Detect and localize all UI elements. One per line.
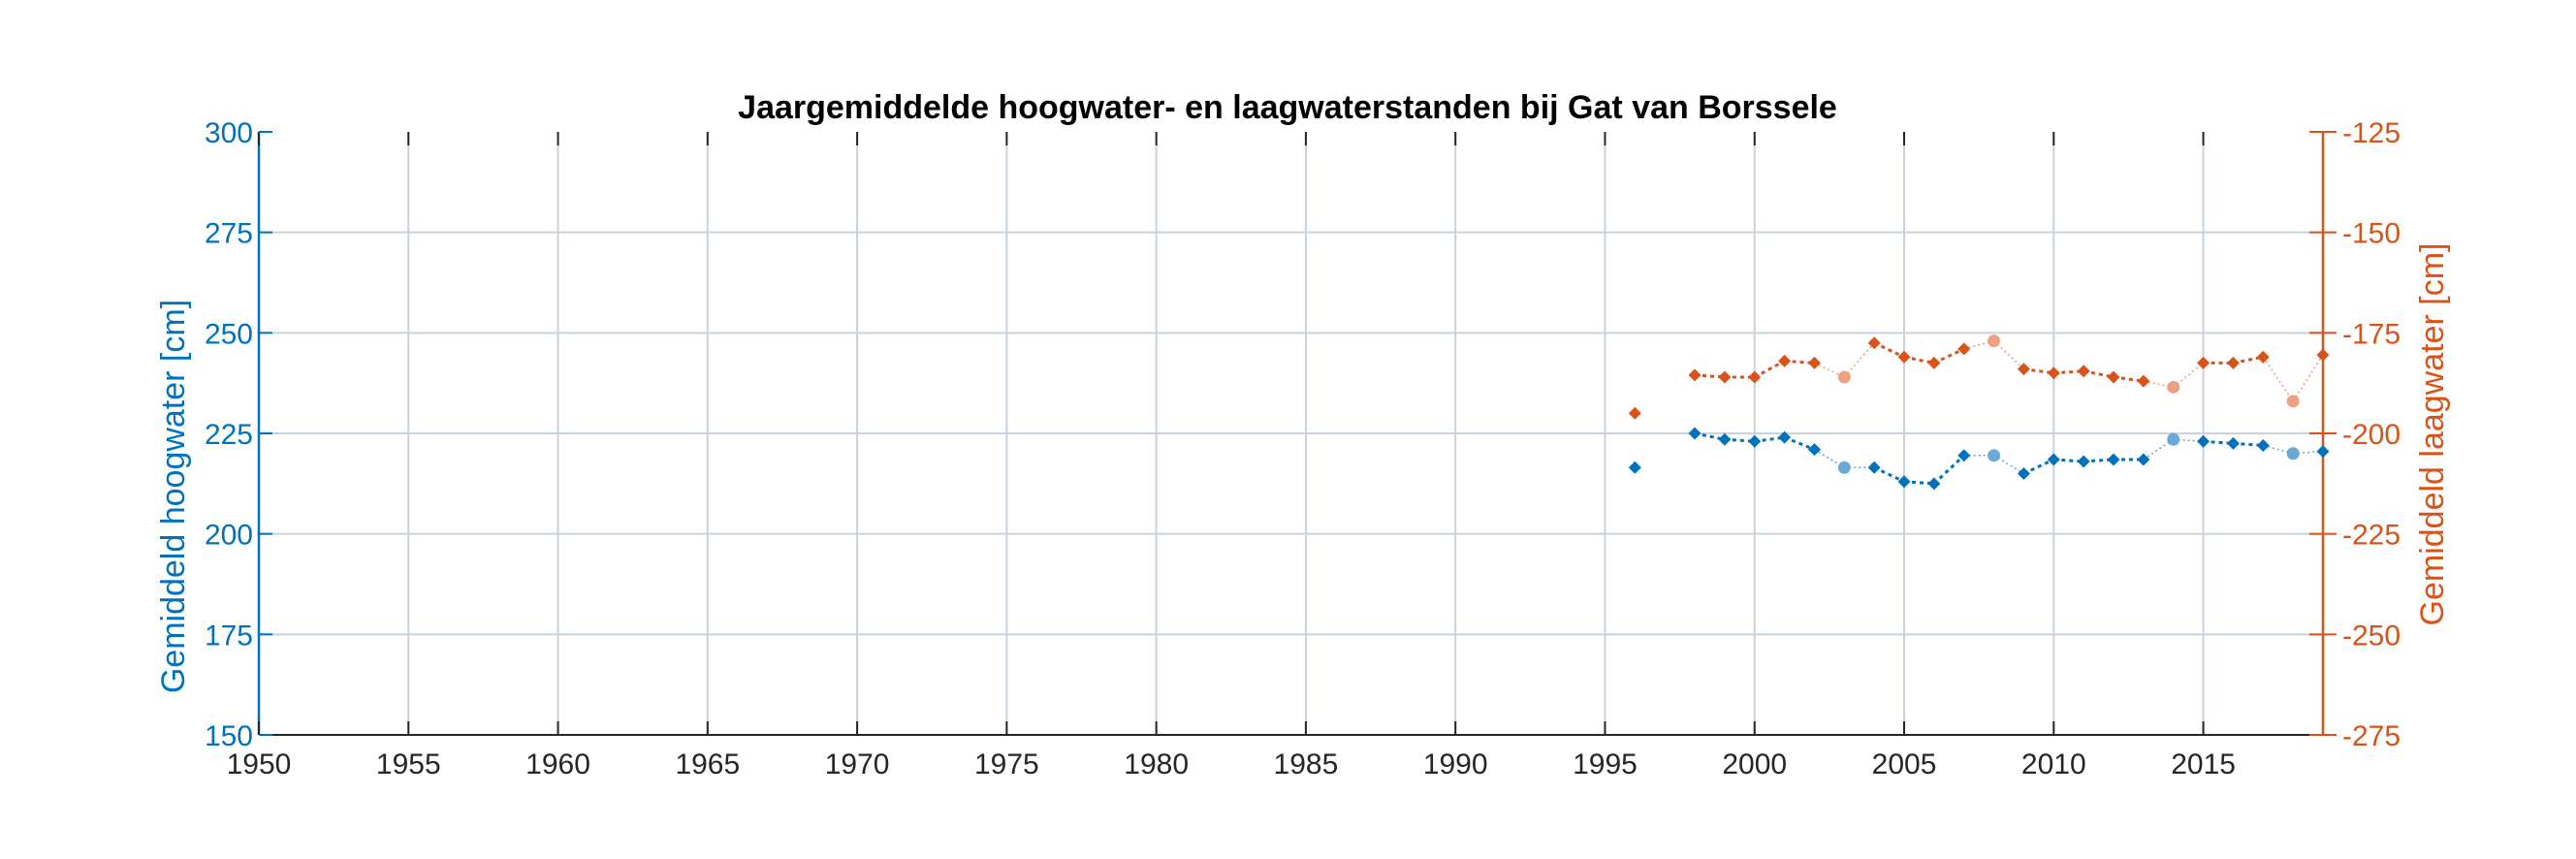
x-tick-label: 1955 — [376, 748, 441, 780]
series-0-point — [1628, 461, 1641, 474]
series-1-point — [1927, 356, 1941, 369]
series-1-segment — [1933, 347, 1965, 365]
series-0-point — [1688, 427, 1701, 440]
series-0-point — [2197, 434, 2210, 448]
chart-title: Jaargemiddelde hoogwater- en laagwaterst… — [738, 89, 1837, 126]
series-1-point — [2197, 356, 2210, 369]
y-axis-right-label: Gemiddeld laagwater [cm] — [2414, 243, 2451, 626]
series-1-point — [1718, 370, 1732, 384]
series-0-segment — [2022, 458, 2054, 475]
series-1-segment — [1814, 362, 1845, 378]
y-tick-label-right: -125 — [2342, 117, 2401, 149]
series-0-point — [1867, 461, 1881, 474]
series-1-point — [2017, 363, 2030, 376]
series-1-point — [2167, 380, 2180, 394]
y-tick-label-right: -200 — [2342, 419, 2401, 451]
x-tick-label: 2005 — [1872, 748, 1937, 780]
x-tick-label: 1960 — [525, 748, 590, 780]
series-1-point — [1988, 334, 2001, 348]
series-1-point — [2286, 395, 2300, 408]
series-1-segment — [1843, 342, 1875, 378]
series-0-segment — [1873, 465, 1905, 484]
y-axis-left-label: Gemiddeld hoogwater [cm] — [155, 300, 192, 693]
y-tick-label-right: -150 — [2342, 218, 2401, 250]
series-0-point — [1718, 432, 1732, 446]
y-tick-label-left: 150 — [205, 720, 253, 752]
series-0-point — [2316, 445, 2330, 459]
series-1-point — [1748, 370, 1762, 384]
x-tick-label: 1965 — [675, 748, 740, 780]
series-1-point — [2107, 370, 2120, 384]
series-0-point — [1748, 434, 1762, 448]
series-0-point — [2256, 438, 2270, 452]
x-tick-label: 1980 — [1124, 748, 1189, 780]
series-0-point — [2137, 453, 2150, 466]
x-tick-label: 1985 — [1274, 748, 1339, 780]
series-1-point — [2256, 350, 2270, 364]
series-0-point — [2167, 432, 2180, 446]
series-0-point — [2107, 453, 2120, 466]
y-tick-label-right: -225 — [2342, 520, 2401, 552]
x-tick-label: 1995 — [1573, 748, 1638, 780]
series-1-point — [1897, 350, 1911, 364]
series-0-segment — [1932, 454, 1965, 485]
grid — [259, 132, 2323, 735]
axes: 1950 1955 1960 1965 1970 1975 1980 1985 1990 1995… — [205, 117, 2401, 780]
series-1-segment — [2292, 354, 2324, 402]
y-tick-label-left: 200 — [205, 520, 253, 552]
series-0-point — [2017, 466, 2030, 480]
y-tick-label-left: 225 — [205, 419, 253, 451]
series-1-point — [1778, 354, 1792, 367]
series-0-point — [2226, 436, 2240, 450]
y-tick-label-left: 275 — [205, 218, 253, 250]
series-0-point — [1927, 477, 1941, 491]
y-tick-label-left: 175 — [205, 620, 253, 652]
x-tick-label: 1970 — [825, 748, 890, 780]
y-tick-label-right: -175 — [2342, 318, 2401, 350]
series-1-segment — [1993, 340, 2024, 370]
x-tick-label: 2015 — [2171, 748, 2236, 780]
series-0-segment — [1784, 435, 1816, 451]
x-tick-label: 1950 — [227, 748, 292, 780]
series-0-point — [2047, 453, 2060, 466]
series-0-point — [1807, 443, 1821, 457]
series-1-point — [2226, 356, 2240, 369]
series-1-point — [1837, 370, 1851, 384]
series-1-point — [2316, 348, 2330, 362]
y-tick-label-right: -250 — [2342, 620, 2401, 652]
x-tick-label: 1990 — [1423, 748, 1488, 780]
series-0-point — [1988, 449, 2001, 462]
series — [1628, 334, 2330, 491]
series-1-point — [1688, 368, 1701, 382]
series-1-point — [2137, 374, 2150, 388]
series-1-segment — [1873, 341, 1905, 359]
y-tick-label-left: 300 — [205, 117, 253, 149]
x-tick-label: 1975 — [974, 748, 1039, 780]
series-0-point — [2077, 455, 2090, 468]
y-tick-label-right: -275 — [2342, 720, 2401, 752]
series-1-point — [1628, 406, 1641, 420]
series-1-segment — [1754, 360, 1786, 379]
series-1-point — [2047, 366, 2060, 380]
series-0-point — [1778, 430, 1792, 444]
series-1-point — [1867, 336, 1881, 350]
series-1-segment — [2173, 362, 2205, 388]
series-1-point — [1957, 342, 1971, 356]
series-0-point — [2286, 447, 2300, 461]
y-tick-label-left: 250 — [205, 318, 253, 350]
x-tick-label: 2000 — [1722, 748, 1787, 780]
series-1-segment — [2262, 356, 2294, 402]
series-0-point — [1837, 461, 1851, 474]
series-0-point — [1897, 475, 1911, 489]
series-1-point — [2077, 365, 2090, 378]
series-1-point — [1807, 356, 1821, 369]
x-tick-label: 2010 — [2021, 748, 2086, 780]
series-0-point — [1957, 449, 1971, 462]
